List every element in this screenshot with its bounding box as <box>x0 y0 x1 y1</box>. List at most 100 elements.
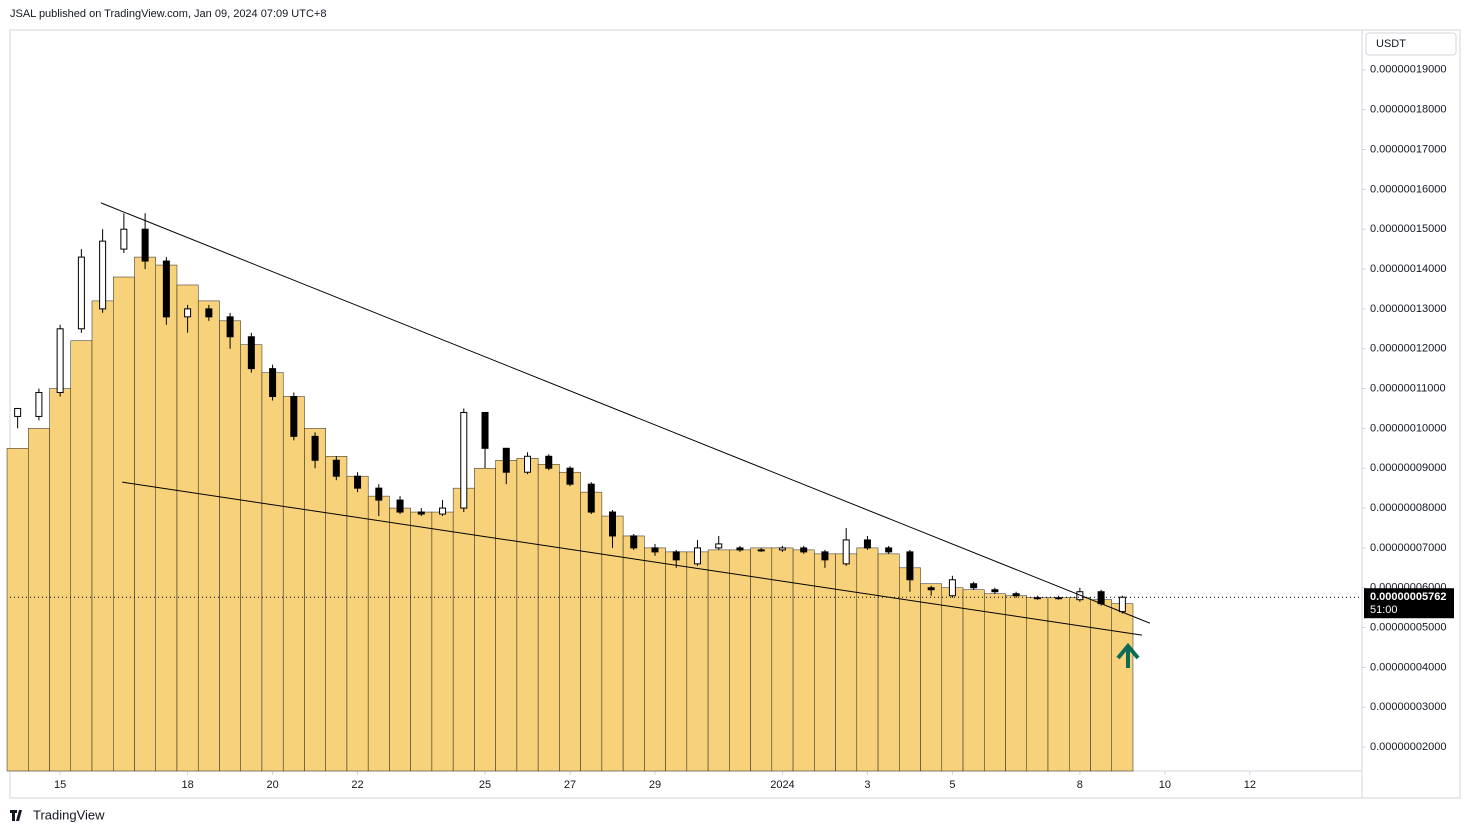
y-tick-label: 0.00000011000 <box>1370 382 1446 394</box>
arrow-annotation <box>1116 642 1140 668</box>
currency: USDT <box>1376 38 1406 50</box>
currency-box[interactable] <box>1365 32 1457 56</box>
average-bar <box>346 475 369 772</box>
average-bar <box>389 507 411 772</box>
candle-body <box>1012 593 1020 597</box>
candle-body <box>439 507 447 515</box>
candle-body <box>332 459 340 477</box>
average-bar <box>112 276 135 772</box>
candle-body <box>630 535 638 549</box>
average-bar <box>1005 595 1028 772</box>
average-bar <box>665 551 688 772</box>
average-bar <box>686 551 709 772</box>
x-tick-label: 27 <box>564 779 576 791</box>
y-tick-label: 0.00000012000 <box>1370 343 1446 355</box>
average-bar <box>197 300 220 772</box>
average-bar <box>325 456 348 772</box>
candle-body <box>715 543 723 549</box>
logo: TradingView <box>10 807 105 822</box>
average-bar <box>304 428 326 772</box>
average-bar <box>49 388 72 772</box>
candle-body <box>1076 591 1084 601</box>
last-price-box <box>1364 588 1454 619</box>
average-bar <box>155 264 178 772</box>
y-tick-label: 0.00000010000 <box>1370 422 1446 434</box>
average-bar <box>622 535 645 772</box>
x-tick-label: 8 <box>1077 779 1083 791</box>
last-price-label: 0.00000005762 <box>1370 591 1446 603</box>
average-bar <box>1111 603 1134 772</box>
candle-body <box>1097 591 1105 605</box>
average-bar <box>729 549 751 772</box>
candle-body <box>587 483 595 513</box>
y-tick-label: 0.00000004000 <box>1370 661 1446 673</box>
candle-body <box>545 455 553 469</box>
candle-body <box>800 547 808 553</box>
average-bar <box>899 567 921 772</box>
candle-body <box>1055 597 1063 600</box>
average-bar <box>495 460 518 772</box>
y-tick-label: 0.00000007000 <box>1370 542 1446 554</box>
average-bar <box>1069 597 1091 772</box>
brand: TradingView <box>33 807 105 822</box>
candle-body <box>481 411 489 449</box>
candle-body <box>56 328 64 394</box>
y-tick-label: 0.00000014000 <box>1370 263 1446 275</box>
average-bar <box>1090 599 1112 772</box>
y-tick-label: 0.00000019000 <box>1370 64 1446 76</box>
average-bar <box>282 396 305 772</box>
x-tick-label: 20 <box>266 779 278 791</box>
y-tick-label: 0.00000016000 <box>1370 183 1446 195</box>
average-bar <box>91 300 114 772</box>
y-tick-label: 0.00000009000 <box>1370 462 1446 474</box>
average-bar <box>750 547 773 772</box>
candle-body <box>290 396 298 437</box>
candle-body <box>354 475 362 489</box>
candle-body <box>502 447 510 473</box>
candle-body <box>757 549 765 552</box>
candle-body <box>927 587 935 591</box>
average-bar <box>431 511 454 772</box>
candle-body <box>205 308 213 318</box>
x-tick-label: 15 <box>54 779 66 791</box>
candle-body <box>778 547 786 551</box>
average-bar <box>134 256 156 772</box>
candle-body <box>948 579 956 597</box>
candle-body <box>885 547 893 553</box>
average-bar <box>516 458 539 772</box>
candle-body <box>35 392 43 417</box>
average-bar <box>176 284 199 772</box>
candle-body <box>842 539 850 565</box>
x-tick-label: 18 <box>181 779 193 791</box>
average-bar <box>219 320 241 772</box>
average-bar <box>941 587 964 772</box>
average-bar <box>1026 597 1049 772</box>
average-bar <box>580 491 603 772</box>
x-tick-label: 3 <box>864 779 870 791</box>
candle-body <box>162 260 170 318</box>
candle-body <box>417 511 425 515</box>
x-tick-label: 12 <box>1244 779 1256 791</box>
candle-body <box>906 551 914 581</box>
average-bar <box>410 511 433 772</box>
y-tick-label: 0.00000017000 <box>1370 143 1446 155</box>
y-tick-label: 0.00000018000 <box>1370 104 1446 116</box>
candle-body <box>736 547 744 551</box>
candle-body <box>608 511 616 537</box>
candle-body <box>375 487 383 501</box>
candle-body <box>460 411 468 509</box>
average-bar <box>240 344 263 772</box>
candle-body <box>269 368 277 398</box>
publish-note: JSAL published on TradingView.com, Jan 0… <box>10 8 326 20</box>
candle-body <box>99 240 107 310</box>
candle-body <box>970 583 978 589</box>
candle-body <box>821 551 829 561</box>
candle-body <box>311 435 319 461</box>
average-bar <box>537 463 560 772</box>
candle-body <box>693 547 701 565</box>
average-bar <box>452 487 475 772</box>
average-bar <box>962 589 985 772</box>
candle-body <box>1118 596 1126 613</box>
y-tick-label: 0.00000005000 <box>1370 621 1446 633</box>
